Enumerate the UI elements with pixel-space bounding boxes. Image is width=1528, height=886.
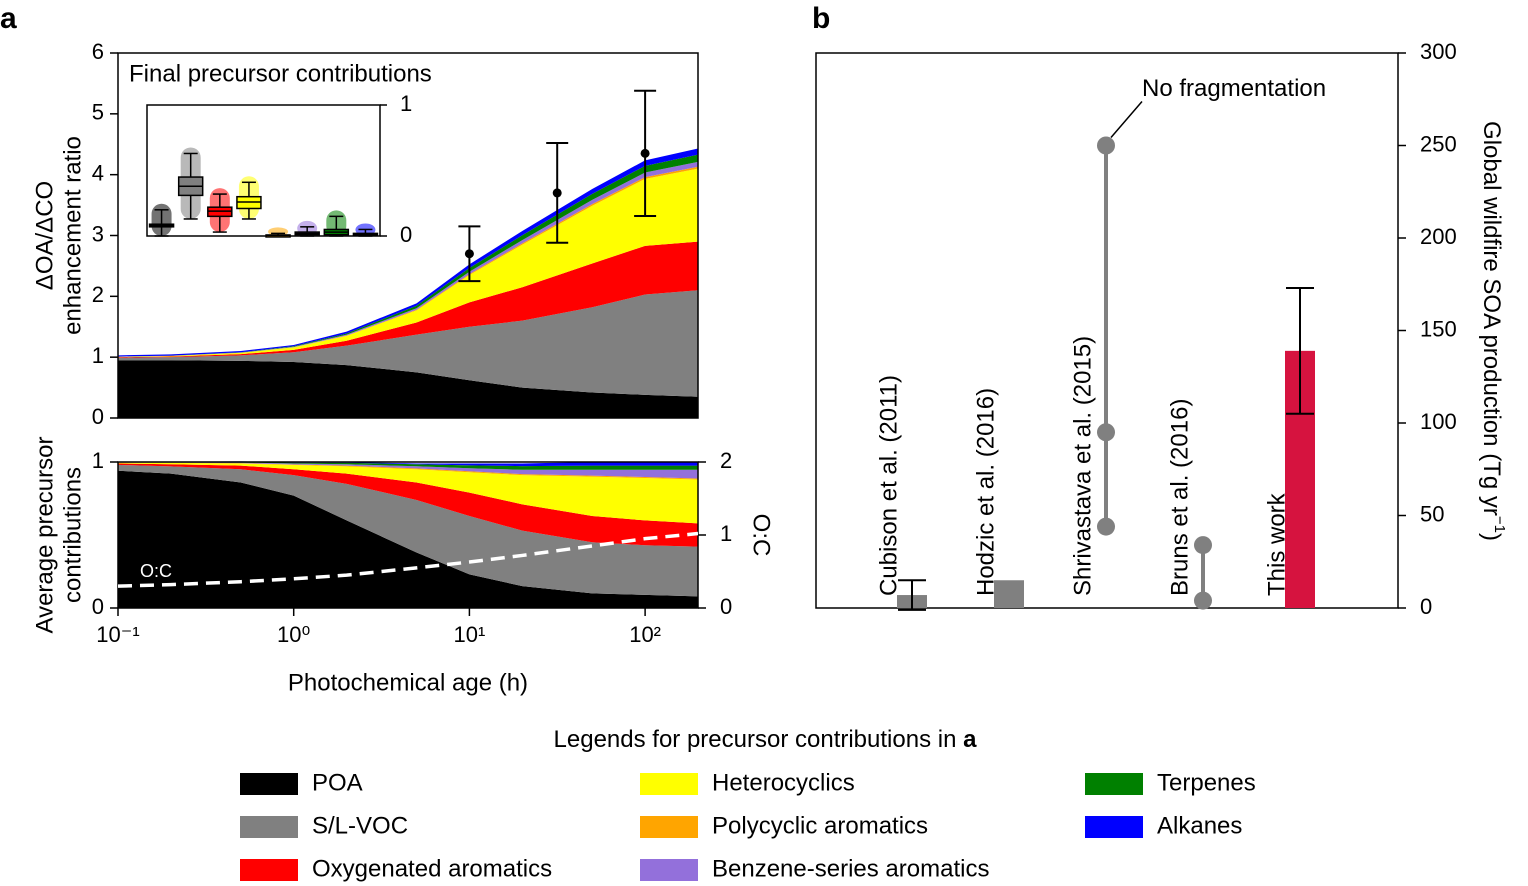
legend-swatch	[1085, 773, 1143, 795]
legend-swatch	[640, 816, 698, 838]
y-tick-label: 0	[92, 404, 104, 429]
y-tick-label: 0	[92, 594, 104, 619]
category-label: Shrivastava et al. (2015)	[1069, 336, 1096, 596]
category-label: Bruns et al. (2016)	[1166, 399, 1193, 596]
y-label-end: )	[1478, 533, 1505, 541]
legend-swatch	[640, 773, 698, 795]
area-layer	[118, 461, 698, 467]
area-layer	[118, 290, 698, 397]
x-tick-label: 10¹	[454, 622, 486, 647]
range-point	[1097, 517, 1115, 536]
panel-label: a	[0, 2, 17, 35]
area-layer	[118, 464, 698, 597]
y-label-text: Global wildfire SOA production (Tg yr	[1478, 121, 1505, 516]
legend-label: Polycyclic aromatics	[712, 812, 928, 839]
y-tick-label: 150	[1420, 316, 1457, 341]
legend-label: POA	[312, 769, 363, 796]
y-label-sup: −1	[1491, 516, 1508, 533]
x-tick-label: 10²	[629, 622, 661, 647]
x-axis-label: Photochemical age (h)	[288, 669, 528, 696]
y-axis-label: enhancement ratio	[59, 136, 86, 335]
legend-swatch	[240, 859, 298, 881]
range-point	[1194, 536, 1212, 555]
range-point	[1097, 136, 1115, 155]
y-tick-label: 100	[1420, 409, 1457, 434]
y-tick-label: 200	[1420, 224, 1457, 249]
inset-title: Final precursor contributions	[129, 60, 432, 87]
legend-title: Legends for precursor contributions in a	[554, 726, 978, 753]
y-tick-label: 3	[92, 221, 104, 246]
legend-label: Oxygenated aromatics	[312, 855, 552, 882]
x-tick-label: 10⁰	[277, 622, 310, 647]
y-tick-label: 4	[92, 160, 104, 185]
data-point	[640, 148, 650, 158]
y-tick-label: 1	[400, 91, 412, 116]
y-tick-label: 300	[1420, 39, 1457, 64]
y-tick-label: 250	[1420, 131, 1457, 156]
legend-swatch	[640, 859, 698, 881]
range-point	[1097, 423, 1115, 442]
area-layer	[118, 360, 698, 418]
area-layer	[118, 470, 698, 608]
area-layer	[118, 168, 698, 358]
y-tick-label: 50	[1420, 501, 1444, 526]
y2-axis-label: O:C	[748, 514, 775, 557]
legend-label: Heterocyclics	[712, 769, 855, 796]
legend-title-text: Legends for precursor contributions in	[554, 726, 957, 753]
y2-tick-label: 2	[720, 448, 732, 473]
data-point	[464, 249, 474, 259]
y-axis-label: Average precursor	[31, 437, 58, 634]
y-tick-label: 1	[92, 343, 104, 368]
line-label: O:C	[140, 561, 172, 581]
y-tick-label: 6	[92, 39, 104, 64]
legend-swatch	[240, 773, 298, 795]
range-point	[1194, 591, 1212, 610]
area-layer	[118, 462, 698, 524]
legend-label: S/L-VOC	[312, 812, 408, 839]
area-layer	[118, 463, 698, 547]
category-label: Cubison et al. (2011)	[875, 375, 902, 596]
area-layer	[118, 154, 698, 357]
y-axis-label: ΔOA/ΔCO	[31, 181, 58, 290]
area-layer	[118, 462, 698, 479]
y-axis-label: Global wildfire SOA production (Tg yr−1)	[1478, 121, 1508, 541]
legend-title-ref: a	[963, 726, 977, 753]
y-axis-label: contributions	[59, 467, 86, 603]
ratio-line	[117, 531, 699, 588]
y-tick-label: 5	[92, 100, 104, 125]
area-layer	[118, 462, 698, 470]
legend-swatch	[240, 816, 298, 838]
y-tick-label: 0	[1420, 594, 1432, 619]
y2-tick-label: 0	[720, 594, 732, 619]
area-layer	[118, 462, 698, 480]
y-tick-label: 1	[92, 448, 104, 473]
y-tick-label: 0	[400, 222, 412, 247]
legend-label: Terpenes	[1157, 769, 1256, 796]
x-tick-label: 10⁻¹	[96, 622, 139, 647]
category-label: Hodzic et al. (2016)	[972, 388, 999, 596]
annotation-leader	[1110, 101, 1143, 138]
legend-label: Alkanes	[1157, 812, 1242, 839]
annotation: No fragmentation	[1142, 75, 1326, 102]
y-tick-label: 2	[92, 282, 104, 307]
y2-tick-label: 1	[720, 521, 732, 546]
panel-label: b	[812, 2, 830, 35]
data-point	[552, 188, 562, 198]
legend-swatch	[1085, 816, 1143, 838]
legend-label: Benzene-series aromatics	[712, 855, 989, 882]
area-layer	[118, 241, 698, 358]
bar	[994, 580, 1024, 608]
